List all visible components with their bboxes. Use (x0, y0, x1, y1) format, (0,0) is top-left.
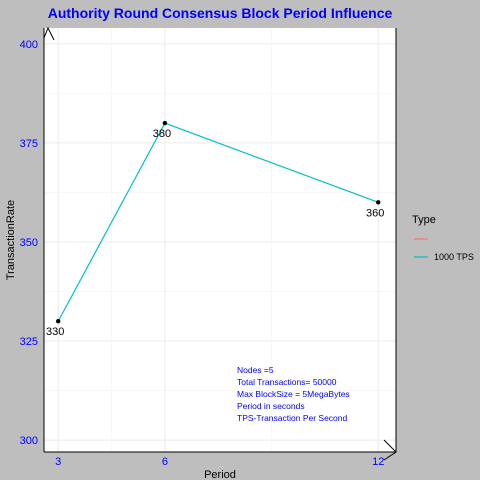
data-point (56, 319, 61, 324)
x-axis-label: Period (204, 469, 236, 480)
data-label: 380 (153, 128, 171, 140)
panel-background (44, 28, 396, 452)
y-tick-label: 300 (20, 435, 38, 447)
series-group: 330 380 360 (46, 120, 384, 338)
data-point (376, 200, 381, 205)
grid (44, 28, 396, 452)
x-tick-label: 12 (372, 456, 384, 468)
data-label: 360 (366, 207, 384, 219)
x-tick-label: 6 (162, 456, 168, 468)
y-axis-arrow (43, 26, 55, 41)
annotation-tps-definition: TPS-Transaction Per Second (237, 413, 348, 423)
y-tick-label: 375 (20, 138, 38, 150)
legend-title: Type (412, 214, 436, 226)
x-axis-ticks: 3 6 12 (55, 456, 384, 468)
legend: Type 1000 TPS (412, 214, 474, 262)
x-tick-label: 3 (55, 456, 61, 468)
data-point (162, 120, 168, 126)
data-label: 330 (46, 326, 64, 338)
y-axis-ticks: 300 325 350 375 400 (20, 39, 38, 447)
legend-entries: 1000 TPS (414, 238, 474, 262)
annotation-block: Nodes =5 Total Transactions= 50000 Max B… (237, 365, 350, 423)
legend-label: 1000 TPS (434, 252, 474, 262)
chart-title: Authority Round Consensus Block Period I… (48, 5, 393, 21)
annotation-period-unit: Period in seconds (237, 401, 305, 411)
y-tick-label: 325 (20, 336, 38, 348)
y-tick-label: 400 (20, 39, 38, 51)
y-tick-label: 350 (20, 237, 38, 249)
annotation-max-blocksize: Max BlockSize = 5MegaBytes (237, 389, 350, 399)
annotation-total-transactions: Total Transactions= 50000 (237, 377, 337, 387)
y-axis-label: TransactionRate (5, 200, 17, 280)
annotation-nodes: Nodes =5 (237, 365, 274, 375)
